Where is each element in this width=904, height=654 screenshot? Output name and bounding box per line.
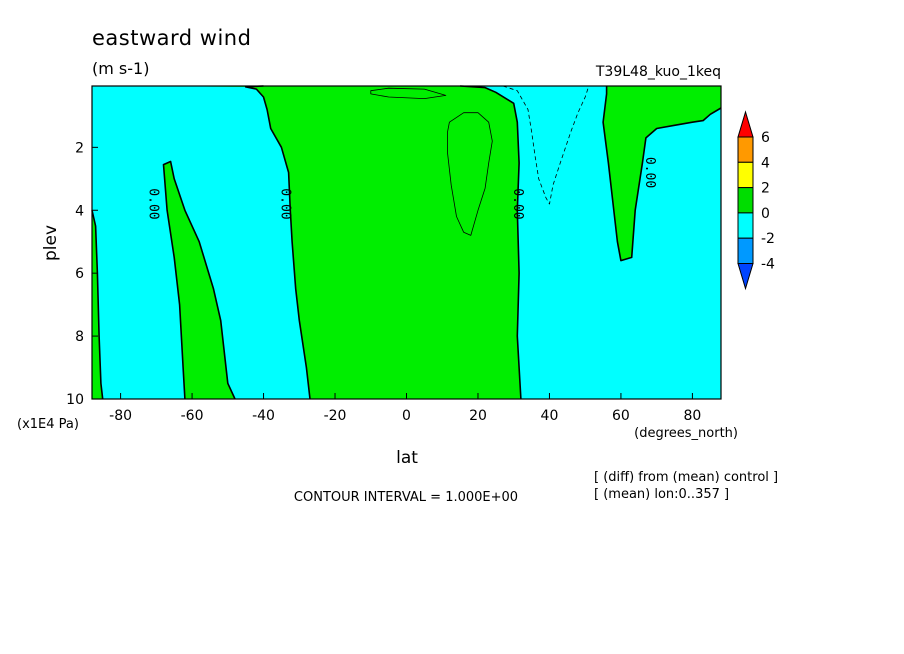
legend-swatch (737, 161, 754, 189)
legend-level-label: -4 (761, 257, 775, 273)
contour-far-sh (91, 210, 104, 400)
legend-level-label: 4 (761, 155, 770, 171)
y-axis-ticks: 2 4 6 8 10 (66, 140, 98, 408)
x-tick-label: -20 (324, 408, 347, 424)
note-diff: [ (diff) from (mean) control ] (594, 470, 778, 485)
contour-inner-top (370, 87, 447, 99)
x-tick-label: 0 (402, 408, 411, 424)
x-axis-ticks: -80 -60 -40 -20 0 20 40 60 80 (109, 393, 701, 424)
y-tick-label: 4 (75, 203, 84, 219)
x-tick-label: -60 (181, 408, 204, 424)
y-tick-label: 6 (75, 266, 84, 282)
contour-central-west (244, 85, 311, 400)
region-nh-high (603, 86, 721, 261)
contour-label-2: 0.00 (510, 188, 525, 219)
y-tick-label: 10 (66, 392, 84, 408)
contour-lines (91, 85, 722, 400)
chart-title: eastward wind (92, 26, 251, 50)
y-tick-label: 2 (75, 140, 84, 156)
contour-fills (92, 86, 721, 399)
contour-inner-closed (447, 112, 493, 236)
contour-nh-high (602, 86, 722, 262)
color-legend: 6 4 2 0 -2 -4 (737, 110, 775, 291)
y-axis-label: plev (41, 225, 61, 261)
legend-swatch (737, 237, 754, 264)
contour-label-1: 0.00 (277, 188, 292, 219)
region-sh-band (163, 161, 235, 399)
x-tick-label: -80 (109, 408, 132, 424)
x-axis-units: (degrees_north) (634, 426, 738, 441)
y-axis-units: (x1E4 Pa) (17, 417, 79, 432)
legend-level-label: 6 (761, 130, 770, 146)
legend-swatch (737, 212, 754, 239)
legend-level-label: -2 (761, 231, 775, 247)
legend-arrow-bottom (737, 263, 754, 291)
region-central (174, 86, 521, 399)
contour-label-3: 0.00 (642, 157, 657, 188)
y-tick-label: 8 (75, 329, 84, 345)
x-tick-label: 80 (683, 408, 701, 424)
chart-units: (m s-1) (92, 59, 149, 78)
legend-swatch (737, 187, 754, 214)
contour-central-east (460, 85, 522, 400)
legend-arrow-top (737, 110, 754, 138)
legend-level-label: 2 (761, 181, 770, 197)
x-tick-label: 60 (612, 408, 630, 424)
region-far-sh (92, 210, 103, 399)
x-tick-label: -40 (252, 408, 275, 424)
x-tick-label: 20 (469, 408, 487, 424)
experiment-label: T39L48_kuo_1keq (595, 64, 721, 80)
contour-interval-text: CONTOUR INTERVAL = 1.000E+00 (294, 490, 518, 505)
contour-labels: 0.00 0.00 0.00 0.00 (145, 157, 657, 220)
contour-negative-dashed (502, 85, 590, 205)
legend-level-label: 0 (761, 206, 770, 222)
note-mean-lon: [ (mean) lon:0..357 ] (594, 487, 729, 502)
contour-label-0: 0.00 (145, 188, 160, 219)
x-axis-label: lat (396, 448, 418, 468)
plot-area: 0.00 0.00 0.00 0.00 -80 -60 -40 -20 0 20 40 60 80 2… (66, 85, 722, 424)
x-tick-label: 40 (541, 408, 559, 424)
contour-sh-band (162, 160, 236, 400)
legend-swatch (737, 136, 754, 163)
